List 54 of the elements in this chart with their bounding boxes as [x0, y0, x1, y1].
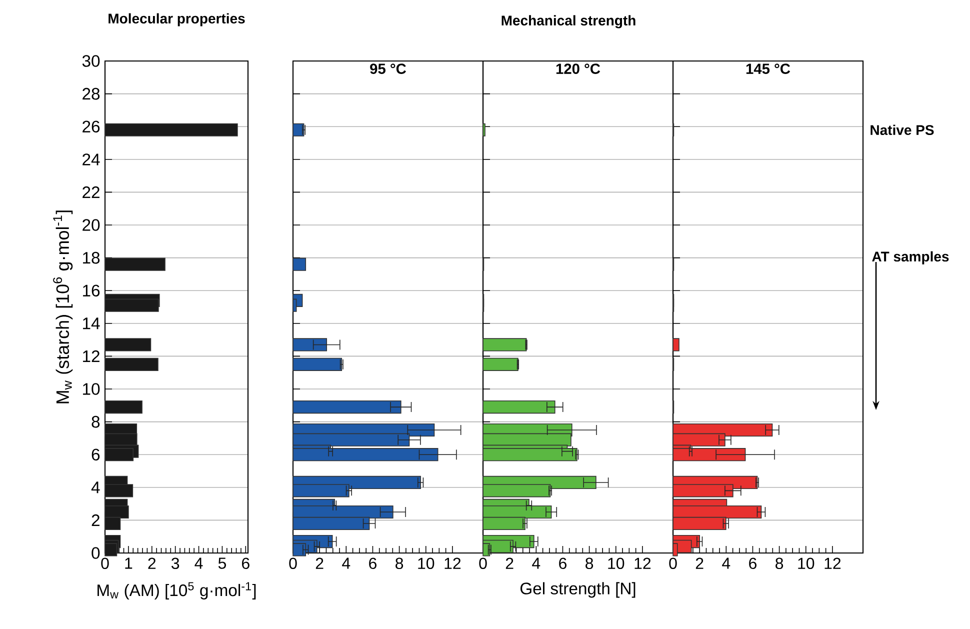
- x-tick-label: 12: [824, 558, 841, 569]
- x-tick-label: 8: [396, 558, 404, 570]
- y-tick-label: 28: [82, 88, 100, 100]
- y-tick-label: 24: [82, 154, 100, 166]
- x-tick-label: 6: [749, 558, 756, 570]
- y-tick-label: 8: [92, 416, 100, 428]
- x-tick-label: 2: [316, 558, 324, 569]
- y-tick-label: 26: [82, 120, 100, 133]
- y-tick-label: 16: [83, 284, 100, 297]
- text: Mechanical strength: [502, 15, 636, 28]
- chart-title: 120 °C: [556, 64, 600, 74]
- x-tick-label: 8: [776, 558, 784, 570]
- x-tick-label: 0: [479, 558, 487, 570]
- x-tick-label: 3: [171, 558, 180, 570]
- chart-title: 95 °C: [370, 64, 406, 74]
- chart-title: Molecular properties: [108, 13, 245, 26]
- x-tick-label: 12: [444, 558, 461, 569]
- y-tick-label: 10: [83, 383, 100, 395]
- x-tick-label: 1: [125, 558, 132, 569]
- x-tick-label: 6: [559, 558, 566, 570]
- x-tick-label: 0: [669, 558, 677, 570]
- x-tick-label: 10: [608, 558, 624, 570]
- x-tick-label: 4: [532, 558, 540, 569]
- y-axis-title: M$_{w}$ (starch) [10$^{6}$ g·mol$^{-1}$]: [53, 210, 73, 404]
- x-tick-label: 10: [798, 558, 814, 570]
- text: Native PS: [870, 124, 934, 136]
- x-tick-label: 4: [342, 558, 350, 569]
- y-tick-label: 6: [92, 448, 100, 461]
- y-tick-label: 20: [82, 219, 100, 231]
- y-tick-label: 14: [83, 318, 100, 330]
- y-tick-label: 22: [82, 186, 100, 198]
- text: AT samples: [872, 251, 949, 264]
- x-tick-label: 10: [418, 558, 434, 570]
- x-tick-label: 5: [218, 558, 226, 569]
- x-tick-label: 12: [634, 558, 651, 569]
- x-tick-label: 2: [506, 558, 514, 569]
- y-tick-label: 4: [91, 482, 100, 494]
- x-tick-label: 2: [148, 558, 156, 569]
- y-tick-label: 12: [83, 350, 100, 362]
- x-tick-label: 4: [722, 558, 730, 569]
- y-tick-label: 0: [92, 547, 100, 559]
- x-tick-label: 0: [289, 558, 297, 570]
- y-tick-label: 18: [83, 252, 100, 264]
- x-tick-label: 6: [242, 558, 250, 570]
- y-tick-label: 30: [82, 55, 100, 67]
- chart-title: 145 °C: [746, 64, 790, 74]
- x-axis-title: M$_{w}$ (AM) [10$^{5}$ g·mol$^{-1}$]: [98, 582, 256, 600]
- x-tick-label: 6: [369, 558, 376, 570]
- x-tick-label: 2: [696, 558, 704, 569]
- x-axis-title: Gel strength [N]: [520, 582, 636, 598]
- y-tick-label: 2: [92, 514, 100, 526]
- x-tick-label: 0: [101, 558, 109, 570]
- x-tick-label: 4: [194, 558, 203, 569]
- x-tick-label: 8: [586, 558, 594, 570]
